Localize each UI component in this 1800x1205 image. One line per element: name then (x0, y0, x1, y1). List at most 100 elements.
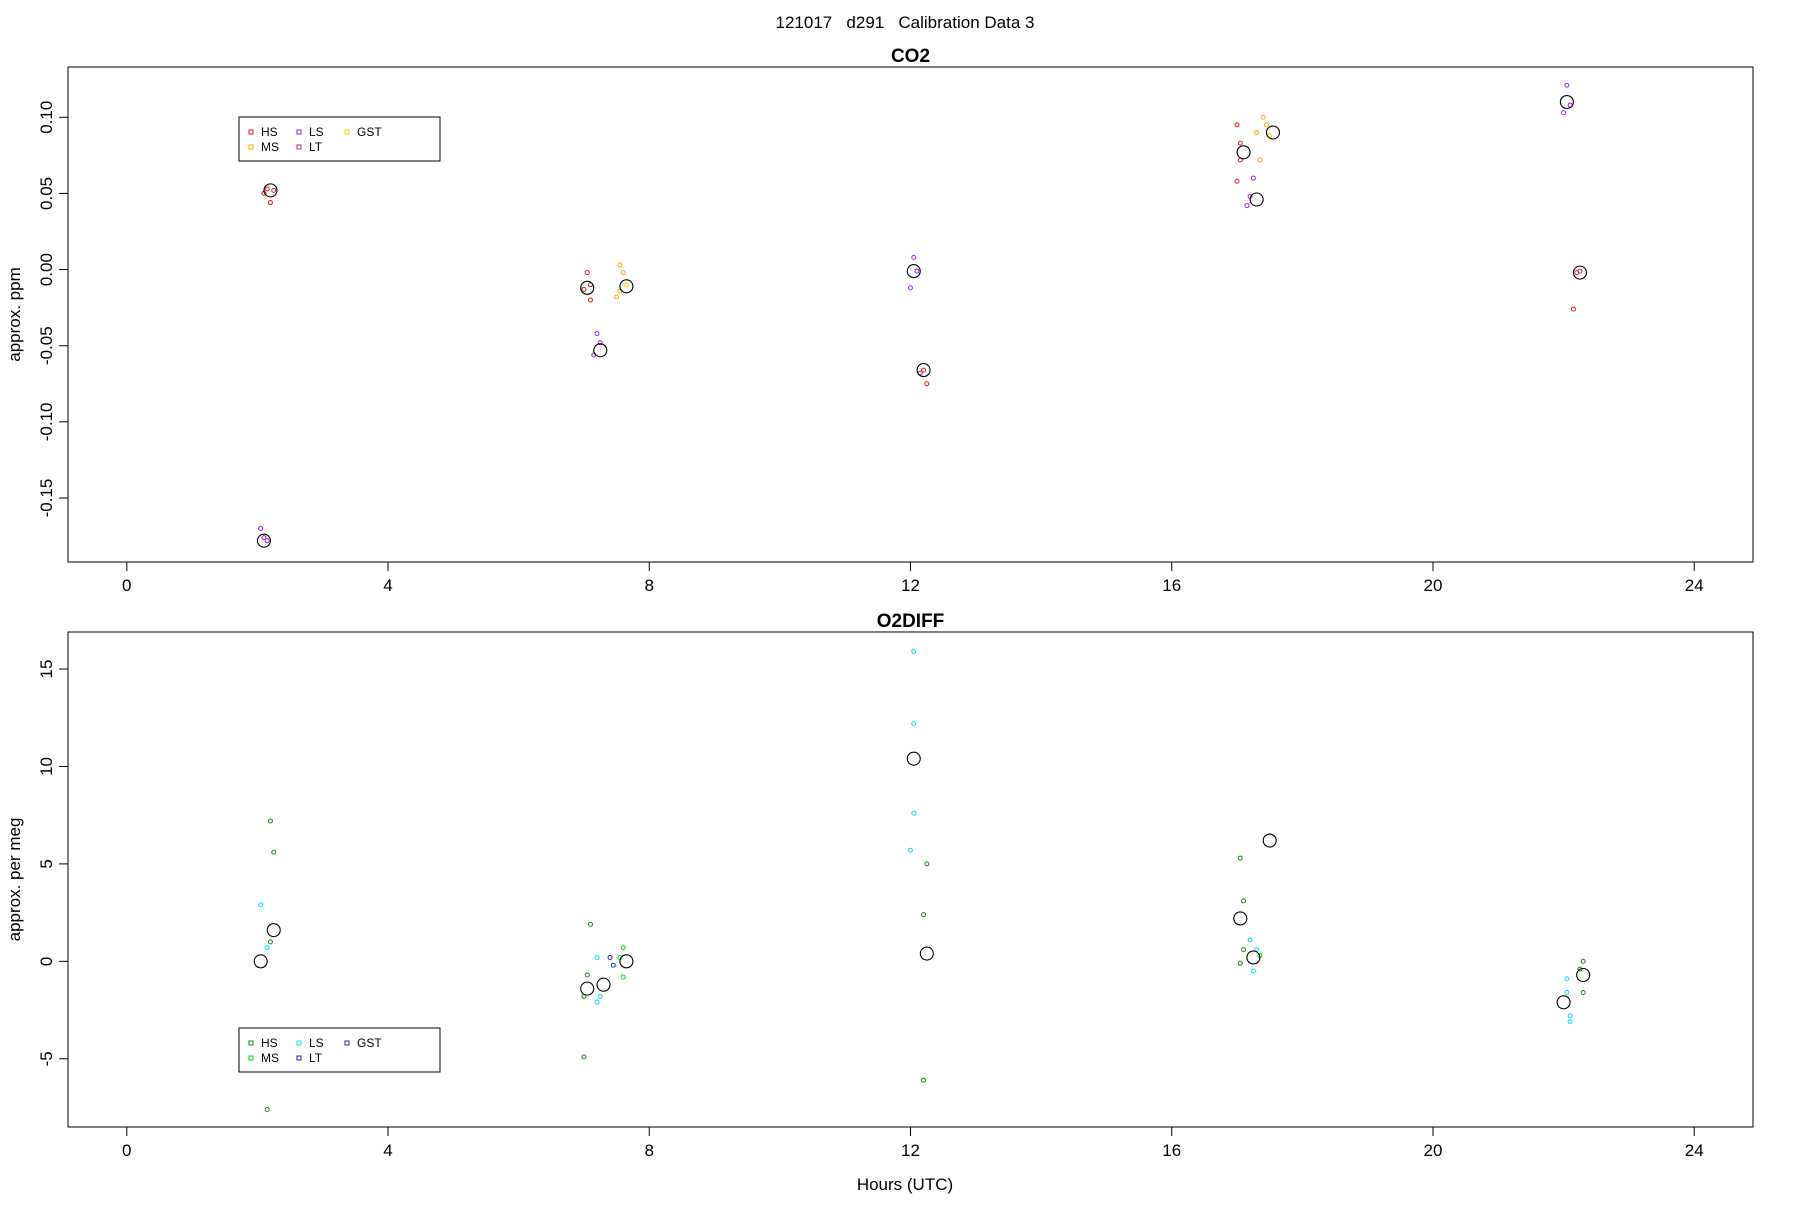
mean-point (1556, 995, 1571, 1010)
data-point (1567, 1013, 1573, 1019)
mean-point (906, 751, 921, 766)
data-point (264, 1106, 270, 1112)
data-point (587, 921, 593, 927)
mean-point (256, 533, 271, 548)
data-point (614, 294, 620, 300)
mean-point (916, 363, 931, 378)
data-point (271, 849, 277, 855)
data-point (924, 381, 930, 387)
legend-marker (248, 1040, 254, 1046)
panel-1: CO2 approx. ppm 0 4 8 12 16 20 24 -0.15 -0.10 -0.05… (5, 46, 1754, 595)
data-point (587, 297, 593, 303)
x-tick-label: 16 (1162, 576, 1181, 595)
y-axis-label: approx. per meg (5, 818, 24, 942)
panel-title: CO2 (891, 46, 930, 67)
mean-point (919, 946, 934, 961)
data-point (1257, 157, 1263, 163)
x-tick-label: 0 (122, 1141, 131, 1160)
data-point (597, 993, 603, 999)
mean-point (1576, 967, 1591, 983)
mean-point (1262, 833, 1277, 848)
mean-point (906, 264, 921, 279)
data-point (1247, 937, 1253, 943)
data-point (1564, 990, 1570, 996)
y-tick-label: -0.05 (37, 326, 56, 365)
legend-label: HS (261, 1036, 278, 1050)
data-point (1577, 268, 1583, 274)
legend-label: GST (357, 1036, 382, 1050)
data-point (1570, 306, 1576, 312)
data-point (617, 262, 623, 268)
mean-point (593, 343, 608, 358)
legend-label: MS (261, 1051, 279, 1065)
x-tick-label: 12 (901, 1141, 920, 1160)
legend-marker (296, 144, 302, 150)
data-point (1244, 203, 1250, 209)
data-point (610, 962, 616, 968)
legend-marker (296, 1055, 302, 1061)
mean-point (253, 954, 268, 969)
mean-point (1559, 94, 1574, 110)
data-point (261, 535, 267, 541)
data-point (1254, 129, 1260, 135)
data-point (1567, 1019, 1573, 1025)
data-point (1237, 140, 1243, 146)
y-tick-label: -0.15 (37, 479, 56, 518)
x-tick-label: 4 (383, 1141, 392, 1160)
data-point (584, 270, 590, 276)
data-point (258, 525, 264, 531)
mean-point (263, 183, 278, 198)
y-tick-label: 15 (37, 660, 56, 679)
legend-box (238, 1027, 441, 1073)
legend-marker (344, 1040, 350, 1046)
legend-label: LT (309, 1051, 323, 1065)
panel-2: O2DIFF approx. per meg 0 4 8 12 16 20 24 -5 0 5 10 15… (5, 611, 1754, 1160)
legend-marker (296, 129, 302, 135)
x-tick-label: 8 (645, 1141, 654, 1160)
legend-marker (248, 1055, 254, 1061)
mean-point (266, 923, 281, 938)
x-tick-label: 24 (1685, 576, 1704, 595)
x-tick-label: 20 (1424, 576, 1443, 595)
y-tick-label: -0.10 (37, 403, 56, 442)
mean-point (1265, 125, 1281, 140)
data-point (1241, 898, 1247, 904)
data-point (581, 286, 587, 292)
figure-suptitle: 121017 d291 Calibration Data 3 (776, 13, 1035, 32)
data-point (620, 270, 626, 276)
data-point (581, 1054, 587, 1060)
data-point (594, 954, 600, 960)
y-tick-label: 10 (37, 757, 56, 776)
x-tick-label: 16 (1162, 1141, 1181, 1160)
legend-box (238, 116, 441, 162)
mean-point (1249, 192, 1264, 207)
data-point (620, 974, 626, 980)
legend-label: GST (357, 125, 382, 139)
mean-point (580, 280, 595, 295)
data-point (264, 538, 270, 544)
data-point (594, 999, 600, 1005)
data-point (1250, 175, 1256, 181)
data-point (1234, 122, 1240, 128)
data-point (264, 945, 270, 951)
legend-marker (248, 144, 254, 150)
x-tick-label: 4 (383, 576, 392, 595)
legend-label: MS (261, 140, 279, 154)
legend-marker (296, 1040, 302, 1046)
data-point (1237, 960, 1243, 966)
data-point (911, 721, 917, 727)
x-axis-label: Hours (UTC) (857, 1175, 953, 1194)
data-point (264, 186, 270, 192)
y-tick-label: -5 (37, 1051, 56, 1066)
data-point (258, 902, 264, 908)
data-point (911, 810, 917, 816)
x-tick-label: 12 (901, 576, 920, 595)
data-point (597, 340, 603, 346)
data-point (1580, 990, 1586, 996)
legend-label: LT (309, 140, 323, 154)
x-tick-label: 8 (645, 576, 654, 595)
legend-marker (344, 129, 350, 135)
